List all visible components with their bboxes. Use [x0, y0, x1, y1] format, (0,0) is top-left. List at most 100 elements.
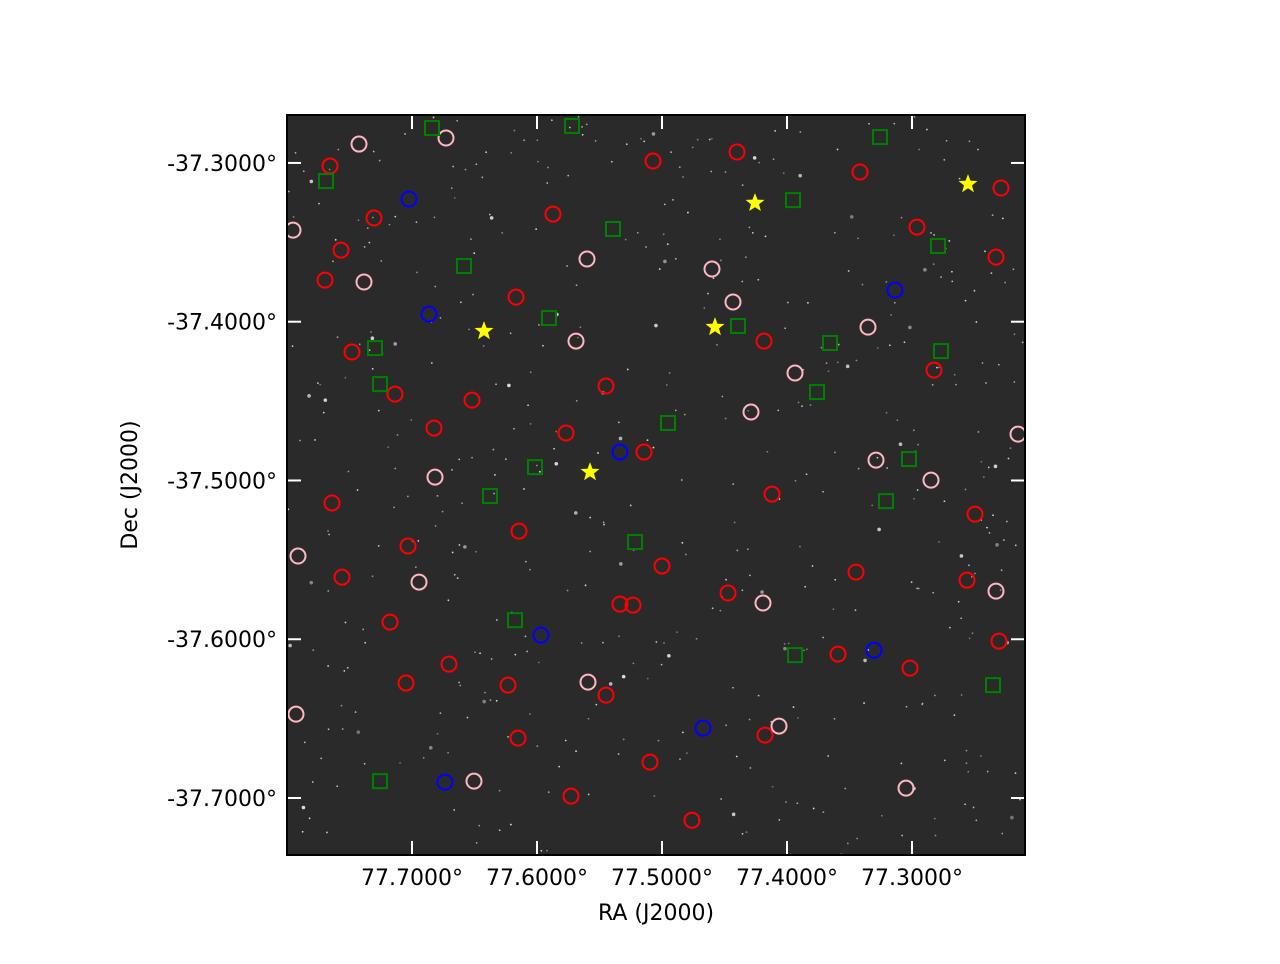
background-star: [478, 824, 481, 827]
background-star: [485, 151, 488, 154]
background-star: [546, 849, 548, 852]
background-star: [832, 608, 835, 611]
background-star: [343, 670, 346, 672]
circle-marker: [742, 403, 760, 421]
square-marker: [564, 117, 580, 134]
background-star: [758, 161, 761, 164]
circle-marker: [987, 248, 1005, 266]
circle-marker: [966, 505, 984, 523]
circle-marker: [436, 773, 454, 791]
background-star: [451, 551, 454, 554]
background-star: [857, 467, 860, 470]
background-star: [366, 227, 369, 230]
background-star: [847, 270, 850, 272]
circle-marker: [724, 293, 742, 311]
background-star: [495, 619, 498, 621]
circle-marker: [579, 673, 597, 691]
background-star: [595, 703, 598, 706]
background-star: [618, 436, 623, 441]
square-marker: [482, 488, 498, 505]
background-star: [585, 123, 588, 126]
background-star: [566, 589, 569, 592]
square-marker: [787, 647, 803, 664]
circle-marker: [865, 641, 883, 659]
background-star: [974, 572, 976, 575]
background-star: [1021, 341, 1024, 344]
background-star: [566, 265, 568, 267]
background-star: [323, 398, 328, 402]
circle-marker: [756, 726, 774, 744]
background-star: [995, 543, 999, 547]
background-star: [855, 359, 858, 362]
background-star: [964, 488, 967, 491]
background-star: [632, 662, 635, 665]
background-star: [937, 540, 940, 543]
background-star: [1007, 457, 1010, 460]
background-star: [901, 834, 904, 837]
circle-marker: [397, 674, 415, 692]
background-star: [903, 341, 906, 344]
circle-marker: [400, 190, 418, 208]
background-star: [428, 745, 433, 750]
background-star: [470, 238, 472, 241]
background-star: [436, 494, 439, 497]
circle-marker: [611, 595, 629, 613]
square-marker: [507, 612, 523, 629]
background-star: [546, 182, 549, 184]
background-star: [724, 417, 727, 420]
background-star: [812, 807, 815, 810]
background-star: [646, 439, 649, 442]
background-star: [336, 785, 339, 788]
background-star: [751, 231, 754, 234]
background-star: [679, 758, 681, 761]
background-star: [917, 443, 920, 446]
background-star: [863, 658, 867, 663]
background-star: [535, 228, 538, 231]
background-star: [479, 652, 481, 655]
square-marker: [930, 237, 946, 254]
circle-marker: [886, 281, 904, 299]
background-star: [327, 728, 330, 731]
background-star: [636, 231, 639, 234]
background-star: [524, 635, 527, 638]
background-star: [640, 137, 642, 140]
background-star: [608, 682, 613, 686]
background-star: [625, 143, 628, 146]
background-star: [745, 831, 748, 834]
background-star: [803, 649, 805, 652]
circle-marker: [635, 443, 653, 461]
background-star: [356, 730, 361, 734]
background-star: [573, 511, 578, 515]
background-star: [950, 270, 953, 273]
background-star: [619, 562, 623, 566]
background-star: [579, 326, 582, 329]
background-star: [940, 276, 942, 278]
circle-marker: [355, 273, 373, 291]
circle-marker: [728, 143, 746, 161]
circle-marker: [507, 288, 525, 306]
background-star: [504, 458, 507, 461]
background-star: [327, 590, 330, 592]
background-star: [959, 554, 964, 558]
background-star: [529, 568, 531, 571]
background-star: [682, 176, 684, 178]
background-star: [766, 450, 769, 453]
star-marker: [580, 462, 600, 481]
background-star: [414, 566, 417, 569]
background-star: [667, 654, 671, 658]
background-star: [720, 798, 723, 800]
square-marker: [785, 192, 801, 209]
background-star: [733, 521, 736, 524]
background-star: [837, 343, 840, 346]
background-star: [332, 260, 334, 263]
background-star: [510, 151, 513, 154]
background-star: [678, 166, 681, 169]
background-star: [912, 429, 915, 432]
background-star: [772, 158, 775, 161]
background-star: [986, 526, 988, 529]
background-star: [970, 575, 973, 578]
square-marker: [318, 173, 334, 190]
circle-marker: [426, 468, 444, 486]
circle-marker: [399, 537, 417, 555]
